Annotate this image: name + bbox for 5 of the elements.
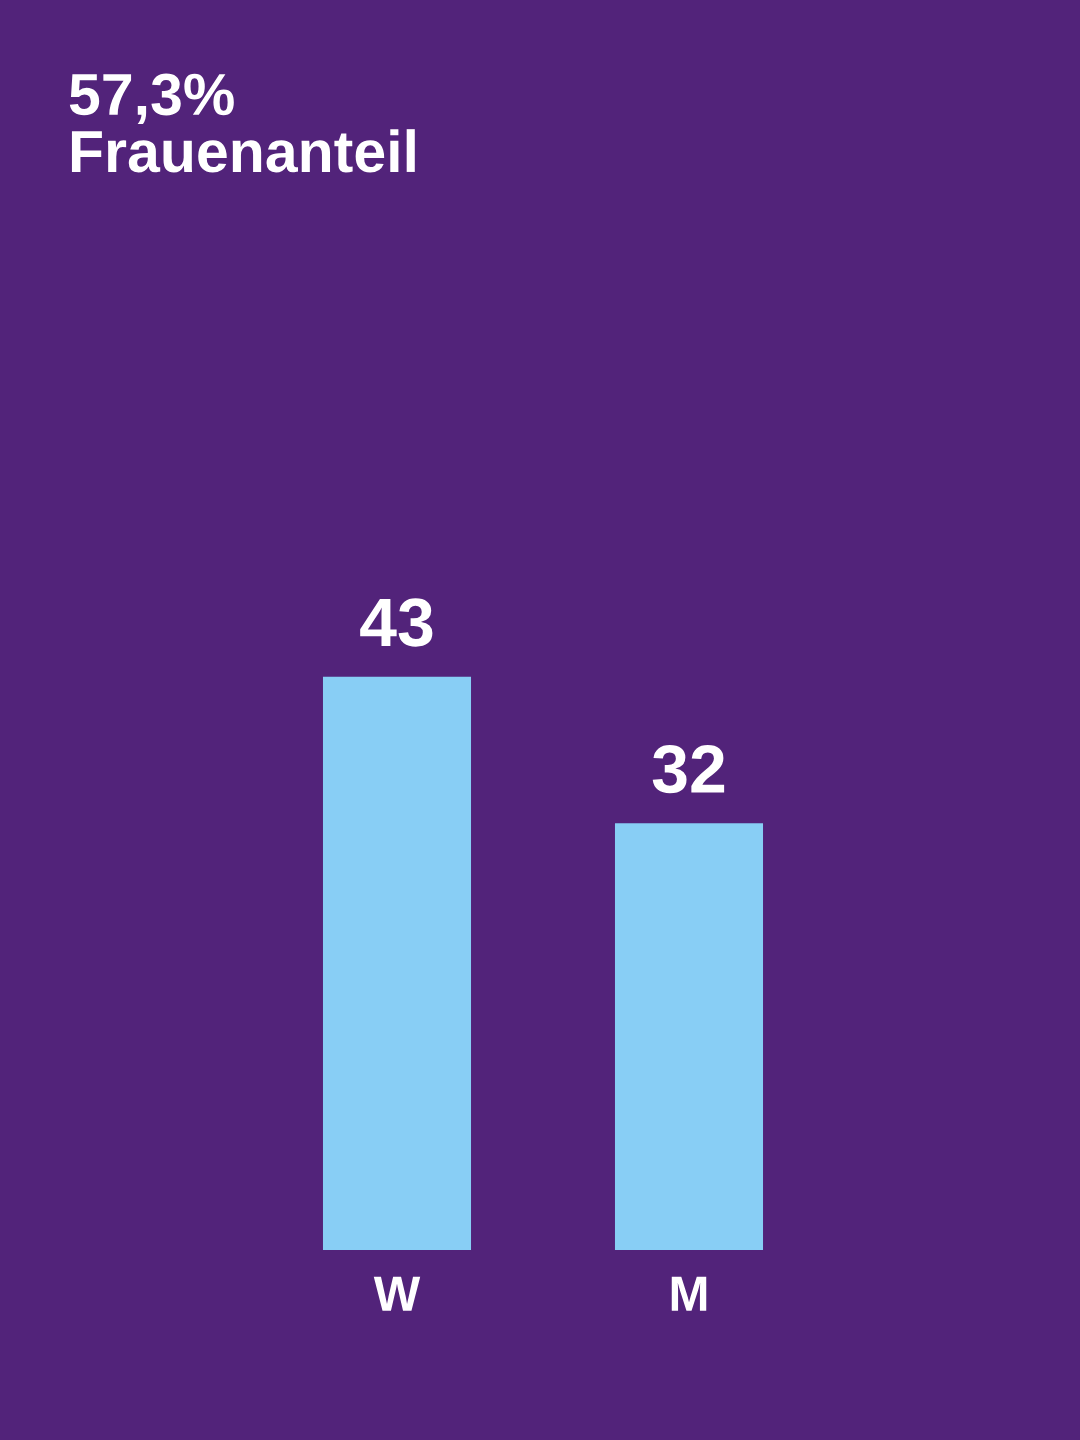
x-tick-label: W (373, 1276, 421, 1311)
chart-title: 57,3% Frauenanteil (69, 73, 415, 173)
data-label: 43 (360, 598, 433, 647)
x-tick-label: M (671, 1276, 707, 1311)
data-label: 32 (652, 745, 725, 794)
